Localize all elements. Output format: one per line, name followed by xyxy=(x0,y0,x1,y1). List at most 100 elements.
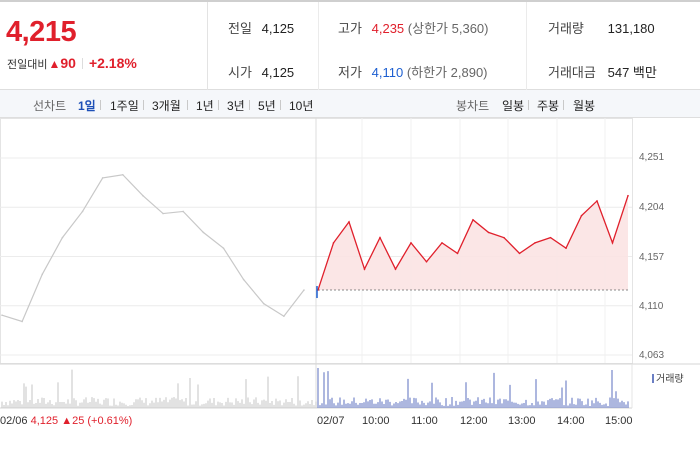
stat-value: 4,125 xyxy=(261,65,295,80)
change-amount: 90 xyxy=(60,55,76,71)
stat-turnover: 거래대금 547 백만 xyxy=(548,62,657,81)
y-tick-label: 4,204 xyxy=(639,202,665,213)
data-point xyxy=(549,236,552,239)
data-point xyxy=(580,214,583,217)
stat-label: 저가 xyxy=(338,65,362,80)
data-point xyxy=(596,200,598,202)
prev-date: 02/06 xyxy=(0,415,28,427)
data-point xyxy=(441,242,443,244)
data-point xyxy=(611,242,614,244)
candle-daily[interactable]: 일봉 xyxy=(502,99,525,113)
data-point xyxy=(122,173,124,176)
x-tick-label: 15:00 xyxy=(605,415,633,427)
stat-label: 거래량 xyxy=(548,21,584,36)
divider xyxy=(81,58,83,69)
period-1d[interactable]: 1일 xyxy=(78,99,96,113)
x-tick-label: 02/07 xyxy=(317,415,345,427)
divider xyxy=(526,2,527,90)
x-tick-label: 10:00 xyxy=(362,415,390,427)
candle-chart-label: 봉차트 xyxy=(456,99,490,113)
data-point xyxy=(101,177,104,179)
line-chart-label: 선차트 xyxy=(33,99,67,113)
y-tick-label: 4,063 xyxy=(639,350,665,361)
data-point xyxy=(61,236,64,239)
data-point xyxy=(21,320,23,323)
stat-low: 저가 4,110 (하한가 2,890) xyxy=(338,62,488,81)
lower-limit: (하한가 2,890) xyxy=(406,65,488,80)
stat-label: 시가 xyxy=(228,65,252,80)
data-point xyxy=(262,302,265,305)
stat-value: 4,125 xyxy=(261,21,295,36)
data-point xyxy=(1,314,3,316)
data-point xyxy=(518,252,521,255)
divider xyxy=(218,100,219,110)
price-chart[interactable]: 4,251 4,204 4,157 4,110 4,063 거래량 02/06 … xyxy=(0,118,700,450)
data-point xyxy=(142,194,144,197)
data-point xyxy=(162,212,164,215)
up-arrow-icon: ▲ xyxy=(48,57,61,71)
data-point xyxy=(303,289,305,291)
stat-value: 131,180 xyxy=(607,21,655,36)
data-point xyxy=(565,247,567,249)
stat-label: 거래대금 xyxy=(548,65,596,80)
divider xyxy=(100,100,101,110)
data-point xyxy=(534,242,536,244)
divider xyxy=(249,100,250,110)
period-3y[interactable]: 3년 xyxy=(227,99,245,113)
stat-label: 전일 xyxy=(228,21,252,36)
stat-high: 고가 4,235 (상한가 5,360) xyxy=(338,18,488,37)
data-point xyxy=(472,219,474,221)
chart-toolbar: 선차트 1일 1주일 3개월 1년 3년 5년 10년 봉차트 일봉 주봉 월봉 xyxy=(0,90,700,118)
data-point xyxy=(363,268,366,270)
data-point xyxy=(394,268,397,270)
divider xyxy=(143,100,144,110)
stat-value: 4,235 xyxy=(371,21,405,36)
change-percent: +2.18% xyxy=(88,55,137,71)
data-point xyxy=(487,231,490,234)
divider xyxy=(563,100,564,110)
period-3m[interactable]: 3개월 xyxy=(152,99,181,113)
data-point xyxy=(410,242,412,244)
data-point xyxy=(41,273,44,276)
data-point xyxy=(627,194,629,197)
y-tick-label: 4,157 xyxy=(639,252,665,263)
period-1w[interactable]: 1주일 xyxy=(110,99,139,113)
quote-stats: 전일 4,125 시가 4,125 고가 4,235 (상한가 5,360) 저… xyxy=(208,2,700,90)
prev-price: 4,125 xyxy=(30,415,59,427)
y-tick-label: 4,110 xyxy=(639,301,664,312)
quote-header: 4,215 전일대비▲90 +2.18% 전일 4,125 시가 4,125 고가… xyxy=(0,0,700,90)
data-point xyxy=(182,210,184,213)
data-point xyxy=(332,242,335,244)
volume-legend-swatch xyxy=(652,374,654,383)
divider xyxy=(187,100,188,110)
data-point xyxy=(242,278,245,281)
volume-legend: 거래량 xyxy=(652,370,684,385)
previous-day-info: 02/06 4,125 ▲25 (+0.61%) xyxy=(0,415,132,427)
x-tick-label: 11:00 xyxy=(411,415,438,427)
candle-weekly[interactable]: 주봉 xyxy=(537,99,560,113)
volume-legend-label: 거래량 xyxy=(656,374,684,385)
stat-open: 시가 4,125 xyxy=(228,62,294,81)
data-point xyxy=(456,252,459,255)
candle-monthly[interactable]: 월봉 xyxy=(573,99,596,113)
stat-volume: 거래량 131,180 xyxy=(548,18,655,37)
divider xyxy=(528,100,529,110)
stat-label: 고가 xyxy=(338,21,362,36)
x-tick-label: 12:00 xyxy=(460,415,488,427)
current-price-box: 4,215 전일대비▲90 +2.18% xyxy=(0,2,208,90)
period-1y[interactable]: 1년 xyxy=(196,99,214,113)
current-price: 4,215 xyxy=(6,16,77,48)
series-previous-day xyxy=(1,174,305,323)
period-5y[interactable]: 5년 xyxy=(258,99,276,113)
data-point xyxy=(222,247,225,249)
change-row: 전일대비▲90 +2.18% xyxy=(7,55,137,72)
divider xyxy=(280,100,281,110)
upper-limit: (상한가 5,360) xyxy=(407,21,489,36)
stat-value: 4,110 xyxy=(371,65,404,80)
stat-prev-close: 전일 4,125 xyxy=(228,18,294,37)
data-point xyxy=(348,221,350,223)
change-label: 전일대비 xyxy=(7,59,48,71)
stat-value: 547 백만 xyxy=(607,65,657,80)
period-10y[interactable]: 10년 xyxy=(289,99,314,113)
